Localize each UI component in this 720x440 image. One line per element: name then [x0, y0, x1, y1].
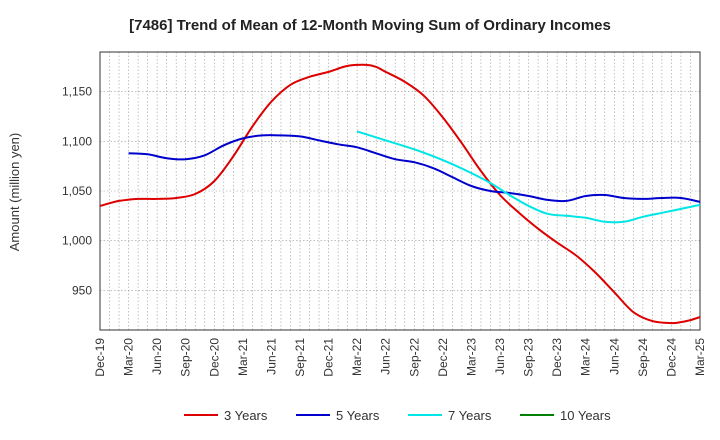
x-tick-label: Sep-24 — [636, 338, 650, 377]
x-tick-labels: Dec-19 Mar-20 Jun-20 Sep-20 Dec-20 Mar-21 Jun-… — [93, 338, 707, 377]
legend-label-3-years: 3 Years — [224, 408, 268, 423]
x-tick-label: Sep-22 — [407, 338, 421, 377]
x-tick-label: Mar-22 — [350, 338, 364, 376]
legend-label-5-years: 5 Years — [336, 408, 380, 423]
x-tick-label: Dec-19 — [93, 338, 107, 377]
series-line-5-years — [128, 134, 701, 203]
x-tick-label: Mar-23 — [464, 338, 478, 376]
series-line-3-years — [99, 63, 701, 325]
y-tick-label: 1,100 — [62, 134, 92, 148]
x-tick-label: Dec-20 — [207, 338, 221, 377]
x-tick-label: Jun-21 — [264, 338, 278, 375]
legend: 3 Years 5 Years 7 Years 10 Years — [184, 408, 611, 423]
y-tick-labels: 950 1,000 1,050 1,100 1,150 — [62, 85, 92, 298]
x-tick-label: Jun-23 — [493, 338, 507, 375]
x-tick-label: Dec-22 — [436, 338, 450, 377]
y-tick-label: 950 — [72, 283, 92, 297]
x-tick-label: Mar-24 — [579, 338, 593, 376]
x-tick-label: Jun-24 — [607, 338, 621, 375]
chart-title: [7486] Trend of Mean of 12-Month Moving … — [129, 17, 611, 34]
x-tick-label: Mar-20 — [122, 338, 136, 376]
x-tick-label: Dec-21 — [322, 338, 336, 377]
x-tick-label: Sep-23 — [522, 338, 536, 377]
grid-lines — [100, 52, 700, 330]
x-tick-label: Mar-25 — [693, 338, 707, 376]
series-lines — [99, 63, 701, 325]
series-line-7-years — [356, 130, 701, 224]
legend-label-10-years: 10 Years — [560, 408, 611, 423]
x-tick-label: Sep-20 — [179, 338, 193, 377]
y-axis-label: Amount (million yen) — [7, 133, 22, 252]
y-tick-label: 1,050 — [62, 184, 92, 198]
y-tick-label: 1,150 — [62, 85, 92, 99]
plot-frame — [99, 51, 701, 331]
x-tick-label: Dec-23 — [550, 338, 564, 377]
legend-label-7-years: 7 Years — [448, 408, 492, 423]
x-tick-label: Jun-20 — [150, 338, 164, 375]
y-tick-label: 1,000 — [62, 234, 92, 248]
x-tick-label: Sep-21 — [293, 338, 307, 377]
x-tick-label: Jun-22 — [379, 338, 393, 375]
x-tick-label: Dec-24 — [664, 338, 678, 377]
x-tick-label: Mar-21 — [236, 338, 250, 376]
